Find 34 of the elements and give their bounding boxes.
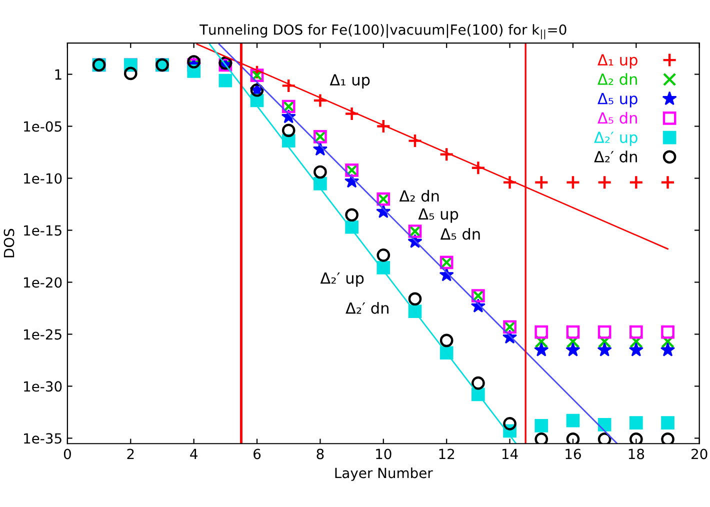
x-tick-label: 14	[502, 448, 518, 460]
annotation: Δ₅ up	[418, 208, 458, 223]
legend-label: Δ₂′ up	[594, 132, 638, 146]
x-tick-label: 6	[254, 448, 261, 460]
legend-label: Δ₁ up	[598, 54, 638, 69]
annotation: Δ₁ up	[330, 74, 370, 89]
x-tick-label: 16	[566, 448, 581, 460]
annotation: Δ₂′ dn	[346, 302, 388, 314]
y-tick-label: 1e-25	[24, 329, 62, 340]
y-tick-label: 1e-10	[24, 173, 62, 184]
x-tick-label: 0	[64, 448, 71, 460]
legend-label: Δ₅ up	[598, 93, 638, 108]
legend-label: Δ₅ dn	[598, 112, 637, 124]
legend-label: Δ₂′ dn	[594, 150, 637, 162]
legend-label: Δ₂ dn	[598, 73, 637, 85]
x-tick-label: 8	[316, 448, 324, 460]
x-tick-label: 10	[376, 448, 392, 460]
y-axis-title: DOS	[4, 228, 14, 258]
x-tick-label: 2	[127, 448, 134, 460]
y-tick-label: 1e-35	[24, 433, 62, 444]
x-axis-title: Layer Number	[335, 467, 433, 481]
annotation: Δ₂ dn	[399, 190, 439, 202]
x-tick-label: 4	[190, 448, 198, 460]
y-tick-label: 1	[55, 69, 62, 80]
x-tick-label: 20	[692, 448, 708, 460]
annotation: Δ₂′ up	[320, 272, 364, 287]
y-tick-label: 1e-30	[24, 381, 62, 392]
x-tick-label: 18	[628, 448, 644, 460]
annotation: Δ₅ dn	[440, 228, 480, 240]
chart-title: Tunneling DOS for Fe(100)|vacuum|Fe(100) for k$_{||}$=0	[199, 24, 566, 40]
y-tick-label: 1e-15	[24, 225, 62, 236]
x-tick-label: 12	[439, 448, 454, 460]
y-tick-label: 1e-20	[24, 277, 62, 288]
y-tick-label: 1e-05	[24, 121, 62, 132]
